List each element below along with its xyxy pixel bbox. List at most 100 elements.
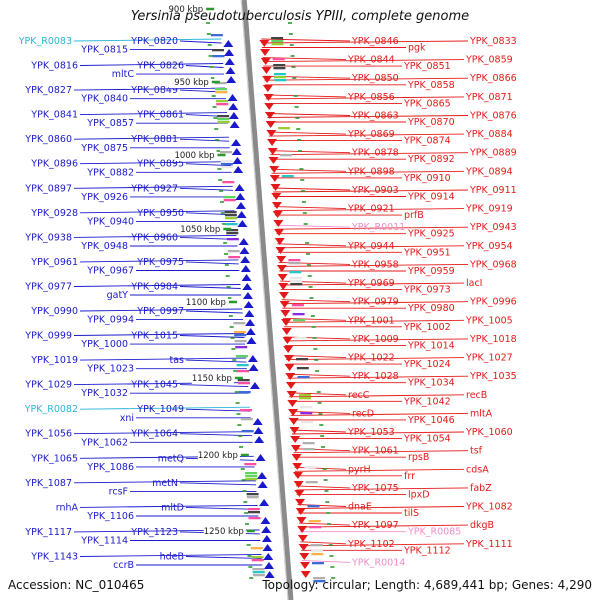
feature-stripe — [293, 319, 306, 322]
gene-connector — [290, 410, 351, 414]
gene-connector — [282, 317, 347, 321]
reverse-strand-arrow — [273, 220, 284, 227]
gene-connector — [79, 112, 228, 116]
gene-label: YPK_0815 — [80, 45, 128, 56]
gene-label: YPK_0984 — [130, 282, 178, 293]
gene-connector — [301, 559, 351, 563]
gene-label: YPK_0859 — [465, 55, 513, 66]
reverse-strand-arrow — [275, 247, 286, 254]
reverse-strand-arrow — [294, 490, 305, 497]
feature-stripe — [271, 37, 284, 40]
feature-stripe — [272, 58, 285, 61]
gene-label: YPK_1087 — [24, 478, 72, 489]
forward-strand-arrow — [248, 364, 259, 371]
gene-label: YPK_1024 — [403, 359, 451, 370]
gene-label: YPK_0884 — [465, 129, 513, 140]
gene-connector — [287, 375, 469, 379]
feature-stripe — [226, 238, 239, 241]
gene-label: YPK_1086 — [86, 462, 134, 473]
gene-connector — [300, 543, 465, 547]
gene-connector — [284, 336, 351, 340]
gene-label: YPK_0866 — [469, 73, 517, 84]
forward-strand-arrow — [262, 544, 273, 551]
feature-stripe — [298, 394, 311, 397]
reverse-strand-arrow — [282, 337, 293, 344]
gene-connector — [179, 335, 245, 338]
gene-label: YPK_0911 — [469, 185, 517, 196]
gene-label: YPK_0826 — [136, 61, 184, 72]
gene-label: YPK_1049 — [136, 404, 184, 415]
reverse-strand-arrow — [286, 391, 297, 398]
gene-label: YPK_1114 — [80, 536, 128, 547]
gene-connector — [296, 485, 351, 489]
gene-label: YPK_1064 — [130, 429, 178, 440]
gene-label: YPK_0903 — [351, 185, 399, 196]
gene-label: YPK_R0011 — [351, 222, 405, 233]
feature-stripe — [237, 370, 249, 373]
forward-strand-arrow — [244, 310, 255, 317]
gene-label: YPK_1112 — [403, 545, 451, 556]
gene-label: YPK_0876 — [469, 111, 517, 122]
reverse-strand-arrow — [271, 193, 282, 200]
gene-connector — [276, 226, 469, 230]
gene-label-layer: YPK_R0083YPK_0815YPK_0820YPK_0816mltCYPK… — [18, 36, 517, 571]
feature-stripe — [313, 580, 326, 583]
feature-stripe — [274, 76, 287, 79]
forward-strand-arrow — [245, 319, 256, 326]
gene-label: YPK_0860 — [24, 134, 72, 145]
feature-stripe — [235, 346, 248, 349]
reverse-strand-arrow — [299, 553, 310, 560]
gene-label: YPK_0910 — [403, 173, 451, 184]
forward-strand-arrow — [237, 220, 248, 227]
gene-label: YPK_0977 — [24, 282, 72, 293]
gene-label: YPK_0975 — [136, 257, 184, 268]
scale-tick-bg — [197, 450, 240, 461]
feature-stripe — [234, 331, 246, 334]
feature-stripe — [281, 175, 294, 178]
gene-connector — [79, 554, 262, 557]
gene-label: YPK_0948 — [80, 241, 128, 252]
feature-stripe — [303, 448, 316, 451]
reverse-strand-arrow — [278, 283, 289, 290]
gene-connector — [271, 168, 347, 172]
forward-strand-arrow — [232, 157, 243, 164]
gene-label: YPK_1009 — [351, 334, 399, 345]
gene-label: YPK_0954 — [465, 241, 513, 252]
gene-connector — [298, 522, 351, 526]
gene-connector — [267, 113, 351, 116]
gene-label: YPK_0865 — [403, 98, 451, 109]
gene-label: prfB — [404, 210, 424, 221]
gene-connector — [179, 40, 222, 44]
gene-connector — [288, 392, 347, 396]
gene-label: YPK_0841 — [30, 110, 78, 121]
gene-connector — [291, 429, 347, 433]
reverse-strand-arrow — [290, 445, 301, 452]
reverse-strand-arrow — [296, 517, 307, 524]
gene-label: YPK_0960 — [130, 232, 178, 243]
gene-label: YPK_0861 — [136, 110, 184, 121]
gene-label: YPK_0990 — [30, 306, 78, 317]
gene-connector — [179, 384, 249, 388]
reverse-strand-arrow — [285, 373, 296, 380]
forward-strand-arrow — [257, 481, 268, 488]
forward-strand-arrow — [242, 292, 253, 299]
gene-label: lacI — [466, 278, 483, 289]
reverse-strand-arrow — [291, 454, 302, 461]
gene-label: hdeB — [160, 552, 184, 563]
scale-tick-label: 1050 kbp — [180, 225, 220, 235]
feature-stripe — [241, 430, 254, 433]
gene-connector — [284, 338, 469, 342]
reverse-strand-arrow — [295, 508, 306, 515]
gene-label: YPK_0833 — [469, 36, 517, 47]
gene-connector — [73, 333, 245, 336]
scale-tick-label: 1000 kbp — [174, 151, 214, 161]
reverse-strand-arrow — [265, 121, 276, 128]
reverse-strand-arrow — [297, 535, 308, 542]
gene-label: YPK_1002 — [403, 322, 451, 333]
reverse-strand-arrow — [267, 148, 278, 155]
feature-stripe — [225, 217, 238, 220]
feature-stripe — [251, 556, 264, 559]
gene-connector — [185, 163, 232, 167]
gene-label: YPK_0969 — [347, 278, 395, 289]
feature-stripe — [292, 313, 305, 316]
